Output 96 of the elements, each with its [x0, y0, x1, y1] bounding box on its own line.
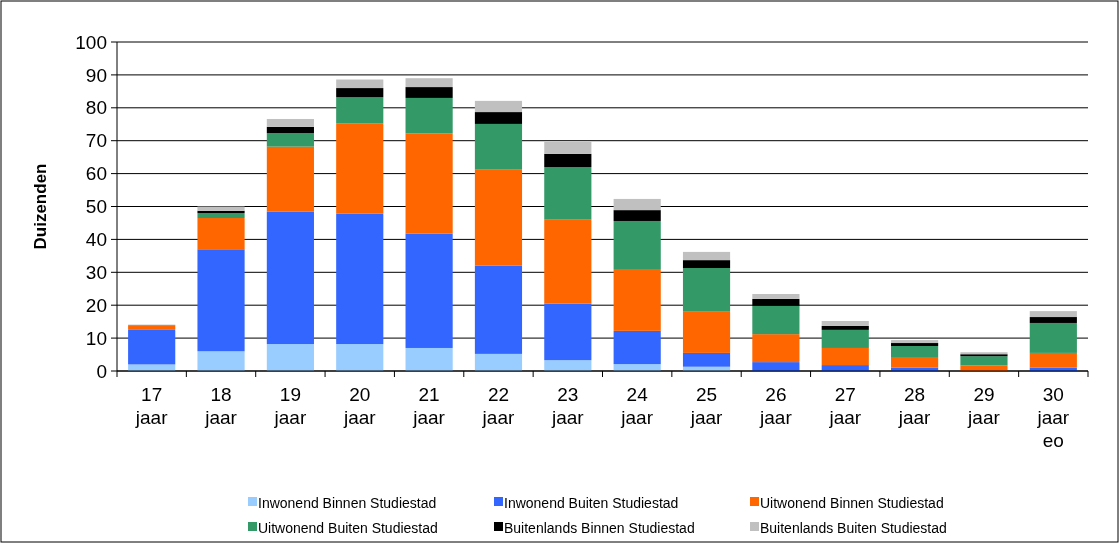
bar: [613, 198, 661, 211]
bar: [682, 260, 731, 269]
x-tick-label: 23 jaar: [550, 384, 585, 428]
bar: [544, 153, 592, 168]
bar: [336, 123, 384, 214]
x-tick-label: 26 jaar: [759, 384, 793, 428]
bar: [197, 218, 245, 250]
bar: [752, 294, 800, 299]
x-tick-label: 28 jaar: [897, 384, 932, 428]
bar: [752, 334, 800, 363]
x-tick-label: 17 jaar: [134, 384, 169, 428]
bar: [266, 146, 314, 212]
x-tick-label: 27 jaar: [828, 384, 862, 428]
bar: [821, 320, 869, 326]
bar: [474, 100, 523, 113]
x-tick-label: 24 jaar: [620, 384, 654, 428]
bar: [197, 249, 245, 352]
bar: [682, 352, 731, 367]
bar: [613, 269, 661, 331]
bar: [405, 347, 453, 371]
legend-label: Inwonend Binnen Studiestad: [258, 494, 437, 511]
bar: [266, 126, 314, 134]
bar: [197, 213, 245, 219]
bar: [474, 169, 523, 266]
y-tick-label: 10: [85, 327, 107, 349]
bar: [544, 167, 592, 220]
legend-label: Inwonend Buiten Studiestad: [504, 494, 679, 511]
x-tick-label: 22 jaar: [481, 384, 515, 428]
bar: [544, 303, 592, 361]
bar: [266, 118, 314, 127]
y-tick-label: 40: [85, 229, 107, 251]
y-tick-label: 50: [85, 196, 107, 218]
bar: [613, 220, 661, 270]
bar: [1029, 311, 1077, 318]
legend-label: Buitenlands Buiten Studiestad: [760, 519, 947, 536]
bar: [197, 206, 245, 211]
x-tick-label: 29 jaar: [967, 384, 1001, 428]
bar: [821, 325, 869, 330]
legend-label: Uitwonend Buiten Studiestad: [258, 519, 438, 536]
legend-label: Uitwonend Binnen Studiestad: [760, 494, 944, 511]
bar: [1029, 352, 1077, 368]
legend-label: Buitenlands Binnen Studiestad: [504, 519, 695, 536]
x-tick-label: 20 jaar: [342, 384, 377, 428]
bar: [752, 305, 800, 335]
bar: [197, 351, 245, 371]
x-tick-label: 19 jaar: [273, 384, 307, 428]
bar: [266, 344, 314, 371]
bar: [405, 87, 453, 98]
y-tick-label: 30: [85, 261, 107, 283]
bar: [544, 141, 592, 154]
bar: [891, 346, 939, 358]
bar: [336, 344, 384, 371]
bar: [405, 78, 453, 88]
bar: [474, 123, 523, 170]
bar: [128, 364, 176, 371]
bar: [336, 79, 384, 89]
bar: [266, 211, 314, 345]
x-tick-label: 18 jaar: [204, 384, 238, 428]
y-axis-title: Duizenden: [31, 163, 50, 250]
x-tick-label: 25 jaar: [689, 384, 724, 428]
y-tick-label: 0: [96, 360, 107, 382]
bar: [752, 362, 800, 371]
x-tick-label: 21 jaar: [412, 384, 446, 428]
bar: [891, 357, 939, 368]
bar: [474, 112, 523, 124]
bar: [821, 329, 869, 348]
bar: [960, 356, 1008, 366]
bar: [128, 329, 176, 365]
y-tick-label: 80: [85, 97, 107, 119]
bar: [1029, 322, 1077, 353]
y-tick-label: 100: [75, 31, 107, 53]
bar: [336, 88, 384, 98]
y-tick-label: 60: [85, 163, 107, 185]
bar: [960, 365, 1008, 371]
bar: [336, 97, 384, 124]
bar: [405, 233, 453, 348]
bar: [613, 210, 661, 221]
bar: [266, 133, 314, 147]
bar: [128, 325, 176, 330]
bar: [682, 311, 731, 353]
y-tick-label: 90: [85, 64, 107, 86]
bar: [682, 268, 731, 312]
bar: [336, 213, 384, 345]
bar: [544, 360, 592, 371]
bar: [405, 97, 453, 134]
bar: [682, 251, 731, 261]
bar: [613, 330, 661, 365]
bar: [474, 353, 523, 371]
bar: [1029, 317, 1077, 323]
bar: [544, 219, 592, 304]
y-tick-label: 20: [85, 294, 107, 316]
bar: [474, 265, 523, 354]
y-tick-label: 70: [85, 130, 107, 152]
bar: [821, 347, 869, 366]
x-tick-label: 30 jaar eo: [1036, 384, 1070, 451]
bar: [405, 133, 453, 234]
